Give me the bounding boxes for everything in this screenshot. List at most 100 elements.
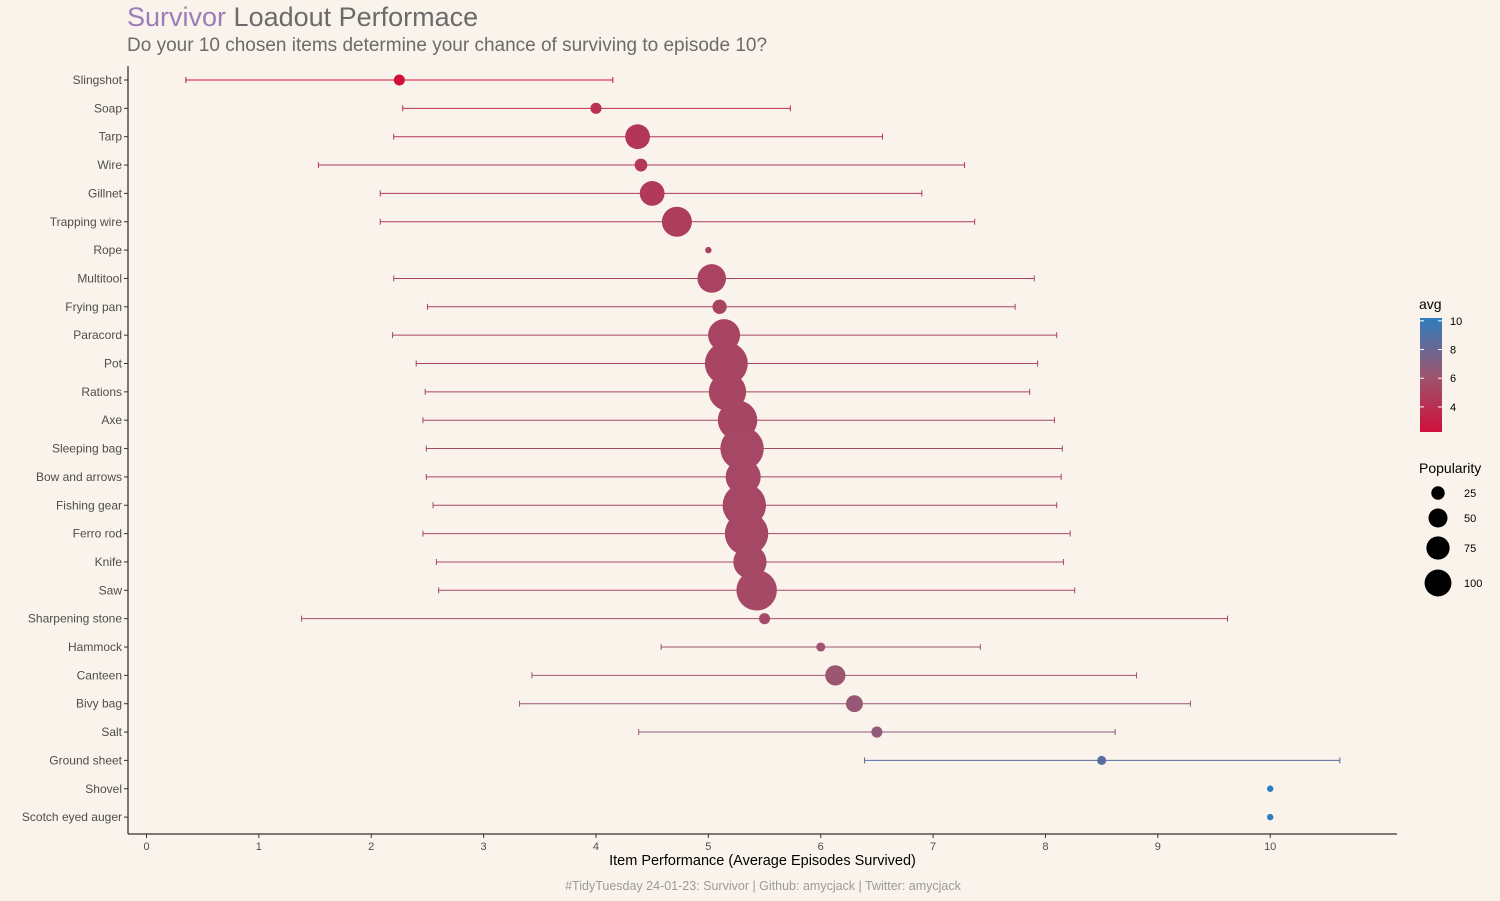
mean-point <box>1267 813 1274 821</box>
y-tick-label: Sharpening stone <box>28 612 122 626</box>
y-tick-label: Trapping wire <box>50 215 123 229</box>
mean-point <box>1097 755 1107 765</box>
item-row <box>660 642 981 652</box>
y-tick-label: Bivy bag <box>76 697 122 711</box>
mean-point <box>720 426 764 471</box>
mean-point <box>705 246 712 254</box>
item-row <box>402 102 791 114</box>
item-row <box>185 74 614 86</box>
y-tick-label: Rations <box>81 385 122 399</box>
mean-point <box>704 342 748 385</box>
y-tick-label: Bow and arrows <box>36 470 122 484</box>
mean-point <box>1267 785 1274 792</box>
y-tick-label: Rope <box>93 243 122 257</box>
item-row <box>415 342 1039 385</box>
item-row <box>317 158 966 172</box>
item-row <box>1267 813 1274 821</box>
chart-title-accent: Survivor <box>127 2 227 32</box>
y-tick-label: Knife <box>95 555 123 569</box>
y-tick-label: Shovel <box>85 782 122 796</box>
y-tick-label: Salt <box>101 725 122 739</box>
x-tick-label: 8 <box>1042 841 1048 853</box>
chart-legend: avg 4 6 8 10 Popularity 25 50 75 100 <box>1419 296 1482 597</box>
x-tick-label: 7 <box>930 841 936 853</box>
size-legend-label: 75 <box>1464 543 1476 555</box>
chart-axes: 0 1 2 3 4 5 6 7 8 9 10 Item Performance (Average Ep… <box>22 66 1397 869</box>
y-tick-label: Gillnet <box>88 186 123 200</box>
item-row <box>864 755 1341 765</box>
x-tick-label: 9 <box>1155 841 1161 853</box>
item-row <box>519 695 1191 713</box>
chart-caption: #TidyTuesday 24-01-23: Survivor | Github… <box>565 879 961 893</box>
item-row <box>438 570 1076 611</box>
x-tick-label: 1 <box>256 841 262 853</box>
item-row <box>393 264 1035 293</box>
y-tick-label: Multitool <box>77 271 122 285</box>
color-legend-label: 10 <box>1450 316 1462 328</box>
item-row <box>422 511 1071 556</box>
item-row <box>638 726 1116 738</box>
mean-point <box>724 511 769 556</box>
y-tick-label: Tarp <box>99 130 123 144</box>
color-legend-title: avg <box>1419 296 1442 312</box>
mean-point <box>590 102 602 114</box>
y-tick-label: Frying pan <box>65 300 122 314</box>
y-tick-label: Hammock <box>68 640 123 654</box>
x-tick-label: 2 <box>368 841 374 853</box>
mean-point <box>736 570 777 611</box>
y-tick-label: Axe <box>101 413 122 427</box>
size-legend-label: 25 <box>1464 488 1476 500</box>
size-legend-title: Popularity <box>1419 460 1481 476</box>
y-tick-label: Canteen <box>77 668 122 682</box>
item-row <box>379 181 923 206</box>
x-tick-label: 10 <box>1264 841 1276 853</box>
item-row <box>301 613 1228 625</box>
mean-point <box>393 74 405 86</box>
size-legend-label: 100 <box>1464 578 1482 590</box>
y-tick-label: Ferro rod <box>73 527 122 541</box>
mean-point <box>845 695 863 713</box>
y-tick-label: Scotch eyed auger <box>22 810 122 824</box>
mean-point <box>625 124 650 150</box>
color-legend-label: 4 <box>1450 402 1456 414</box>
y-tick-label: Saw <box>99 583 123 597</box>
size-legend-circle <box>1426 536 1450 560</box>
y-tick-label: Pot <box>104 357 123 371</box>
x-tick-label: 6 <box>818 841 824 853</box>
chart-marks <box>185 74 1341 821</box>
x-tick-label: 0 <box>143 841 149 853</box>
item-row <box>425 426 1063 471</box>
mean-point <box>634 158 648 172</box>
mean-point <box>816 642 826 652</box>
item-row <box>531 665 1137 686</box>
item-row <box>393 124 884 150</box>
item-row <box>379 206 976 237</box>
mean-point <box>825 665 846 686</box>
chart-subtitle: Do your 10 chosen items determine your c… <box>127 35 768 56</box>
mean-point <box>712 299 727 314</box>
y-tick-label: Sleeping bag <box>52 442 122 456</box>
y-tick-label: Fishing gear <box>56 498 122 512</box>
chart-title: Survivor Loadout Performace <box>127 2 478 33</box>
y-tick-label: Paracord <box>73 328 122 342</box>
size-legend-circle <box>1431 486 1445 500</box>
mean-point <box>661 206 692 237</box>
x-tick-label: 5 <box>705 841 711 853</box>
size-legend-label: 50 <box>1464 513 1476 525</box>
color-legend-label: 6 <box>1450 373 1456 385</box>
size-legend-circle <box>1428 508 1448 528</box>
mean-point <box>639 181 665 206</box>
item-row <box>1267 785 1274 792</box>
y-tick-label: Ground sheet <box>49 753 122 767</box>
size-legend-circle <box>1424 569 1452 597</box>
item-row <box>705 246 712 254</box>
y-tick-label: Wire <box>97 158 122 172</box>
x-tick-label: 4 <box>593 841 599 853</box>
y-tick-label: Slingshot <box>73 73 123 87</box>
chart-title-rest: Loadout Performace <box>233 2 479 32</box>
mean-point <box>697 264 727 293</box>
mean-point <box>871 726 883 738</box>
y-tick-label: Soap <box>94 101 122 115</box>
color-legend-label: 8 <box>1450 345 1456 357</box>
